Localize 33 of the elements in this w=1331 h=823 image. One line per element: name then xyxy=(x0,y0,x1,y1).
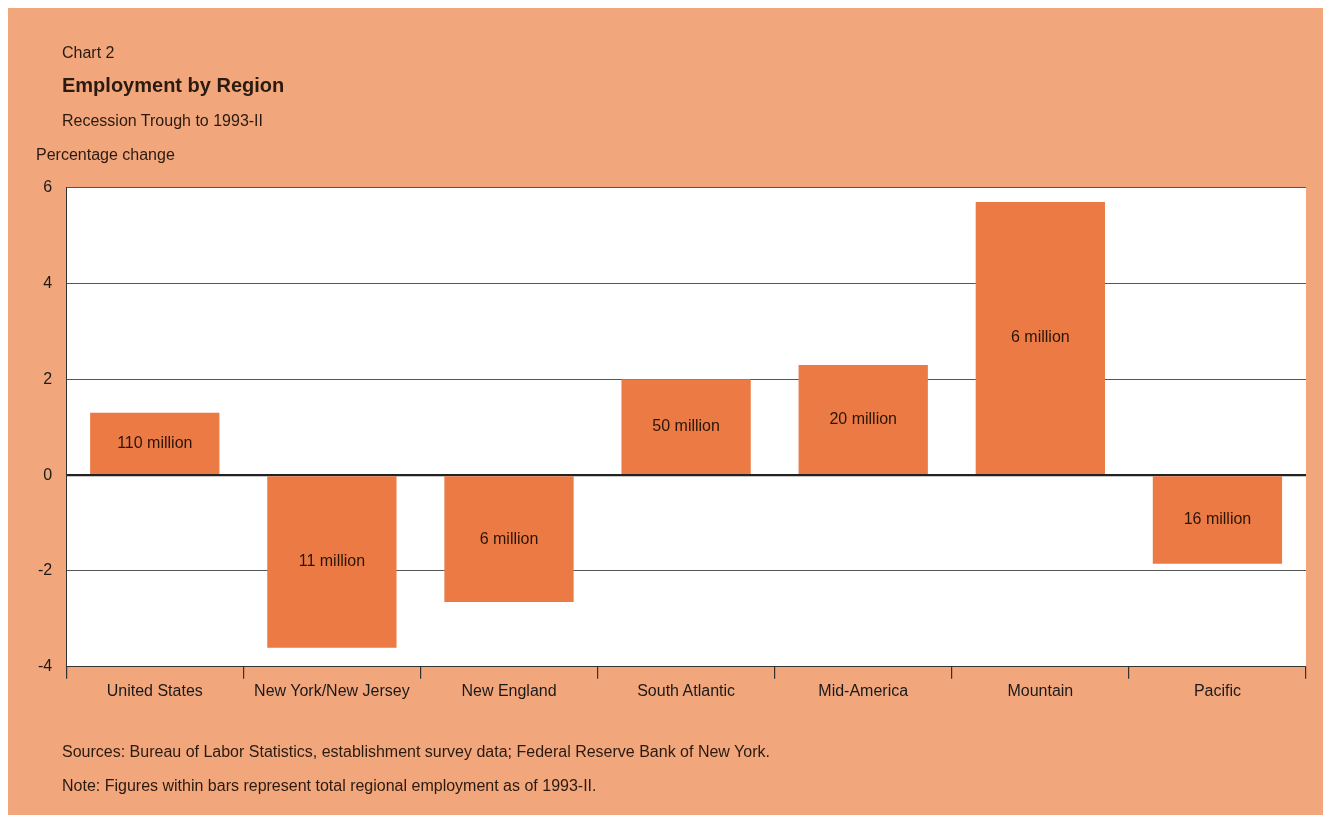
y-tick-label: -4 xyxy=(37,657,53,675)
bar xyxy=(267,476,397,648)
bar xyxy=(444,476,574,603)
x-tick-label: New England xyxy=(461,681,557,699)
annotation: 50 million xyxy=(652,417,720,435)
x-tick-label: Mid-America xyxy=(818,681,909,699)
x-tick-label: Mountain xyxy=(1007,681,1074,699)
y-axis-title: Percentage change xyxy=(36,146,175,164)
y-tick-label: -2 xyxy=(37,561,53,579)
annotation: 11 million xyxy=(298,552,366,570)
bar xyxy=(90,412,220,475)
x-tick-label: Pacific xyxy=(1193,681,1242,699)
source-note: Sources: Bureau of Labor Statistics, establishment survey data; Federal Reserve Bank of New York. xyxy=(62,743,770,761)
y-tick-label: 6 xyxy=(43,178,53,196)
bar xyxy=(798,364,928,475)
annotation: 6 million xyxy=(1010,328,1070,346)
x-tick-label: South Atlantic xyxy=(637,681,736,699)
x-tick-label: United States xyxy=(106,681,203,699)
text: Note: Figures within bars represent total regional employment as of 1993-II. xyxy=(62,777,597,795)
y-tick-label: 2 xyxy=(43,369,53,387)
caption: Chart 2 xyxy=(62,44,115,62)
bar xyxy=(621,379,751,475)
y-tick-label: 0 xyxy=(43,465,53,483)
chart-subtitle: Recession Trough to 1993-II xyxy=(62,112,264,130)
bar xyxy=(1152,476,1283,564)
x-tick-label: New York/New Jersey xyxy=(254,681,410,699)
bar xyxy=(975,201,1105,475)
annotation: 20 million xyxy=(829,409,898,427)
annotation: 16 million xyxy=(1183,510,1252,528)
chart-title: Employment by Region xyxy=(62,74,285,97)
y-tick-label: 4 xyxy=(43,273,53,291)
annotation: 110 million xyxy=(117,433,193,451)
annotation: 6 million xyxy=(479,529,539,547)
